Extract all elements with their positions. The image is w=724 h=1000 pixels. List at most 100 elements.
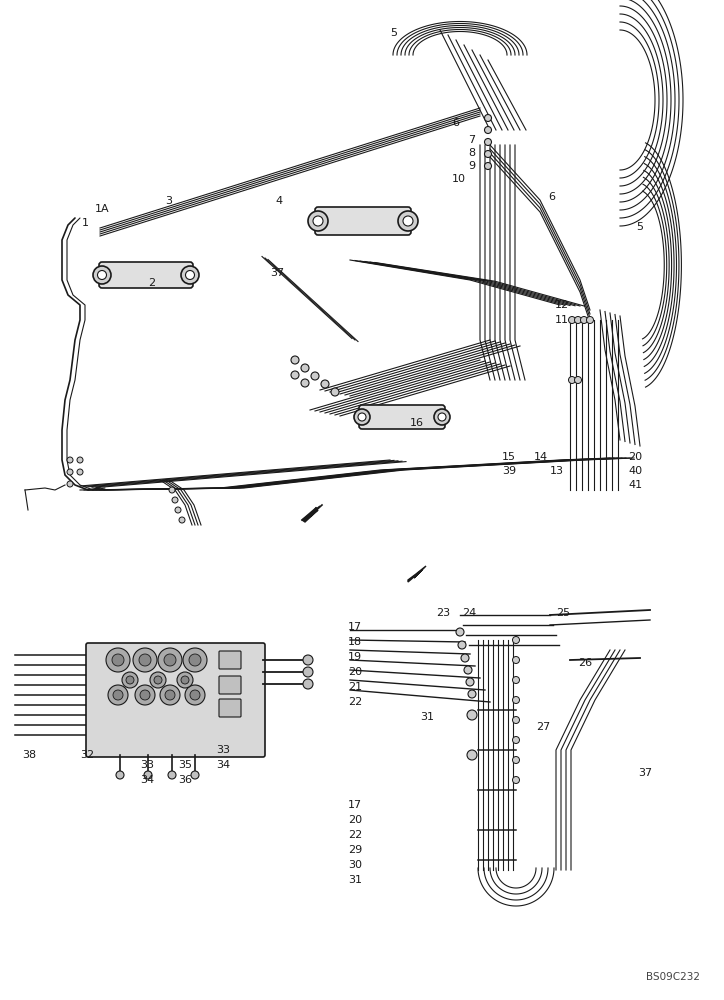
Circle shape [513,637,520,644]
FancyBboxPatch shape [99,262,193,288]
Circle shape [113,690,123,700]
Text: 5: 5 [390,28,397,38]
Circle shape [466,678,474,686]
Circle shape [98,270,106,279]
Text: 17: 17 [348,800,362,810]
Circle shape [175,507,181,513]
Circle shape [331,388,339,396]
Circle shape [291,356,299,364]
Circle shape [301,379,309,387]
Circle shape [139,654,151,666]
Circle shape [77,469,83,475]
FancyBboxPatch shape [315,207,411,235]
Text: 1A: 1A [95,204,109,214]
Text: 20: 20 [348,815,362,825]
Circle shape [575,316,581,324]
Text: 33: 33 [140,760,154,770]
Circle shape [358,413,366,421]
Circle shape [291,371,299,379]
Text: 6: 6 [452,118,459,128]
Circle shape [313,216,323,226]
Circle shape [568,376,576,383]
Circle shape [513,776,520,784]
Text: 8: 8 [468,148,475,158]
FancyBboxPatch shape [359,405,445,429]
Circle shape [168,771,176,779]
Circle shape [311,372,319,380]
Text: 41: 41 [628,480,642,490]
Text: 23: 23 [436,608,450,618]
Circle shape [169,487,175,493]
FancyBboxPatch shape [219,651,241,669]
Circle shape [434,409,450,425]
Circle shape [303,655,313,665]
Text: 30: 30 [348,860,362,870]
Text: 20: 20 [348,667,362,677]
Circle shape [303,679,313,689]
Circle shape [126,676,134,684]
Circle shape [354,409,370,425]
Circle shape [135,685,155,705]
Text: 10: 10 [452,174,466,184]
Text: 24: 24 [462,608,476,618]
Text: BS09C232: BS09C232 [646,972,700,982]
Circle shape [568,316,576,324]
Polygon shape [302,506,320,522]
Circle shape [181,266,199,284]
Circle shape [456,628,464,636]
Text: 26: 26 [578,658,592,668]
FancyBboxPatch shape [219,676,241,694]
Text: 36: 36 [178,775,192,785]
FancyBboxPatch shape [86,643,265,757]
Circle shape [581,316,587,324]
Text: 5: 5 [636,222,643,232]
Circle shape [93,266,111,284]
Circle shape [191,771,199,779]
Circle shape [140,690,150,700]
Circle shape [183,648,207,672]
Circle shape [158,648,182,672]
Circle shape [108,685,128,705]
Circle shape [67,469,73,475]
Circle shape [67,481,73,487]
Circle shape [464,666,472,674]
Text: 6: 6 [548,192,555,202]
Circle shape [513,676,520,684]
Circle shape [164,654,176,666]
Circle shape [575,376,581,383]
Text: 34: 34 [216,760,230,770]
Circle shape [154,676,162,684]
Circle shape [67,457,73,463]
Text: 11: 11 [555,315,569,325]
Text: 21: 21 [348,682,362,692]
Text: 37: 37 [638,768,652,778]
Circle shape [77,457,83,463]
Circle shape [513,696,520,704]
Text: 31: 31 [348,875,362,885]
Text: 27: 27 [536,722,550,732]
Text: 35: 35 [178,760,192,770]
Text: 18: 18 [348,637,362,647]
Text: 22: 22 [348,697,362,707]
Text: 38: 38 [22,750,36,760]
Circle shape [467,750,477,760]
Text: 19: 19 [348,652,362,662]
Text: 14: 14 [534,452,548,462]
Text: 33: 33 [216,745,230,755]
Text: 31: 31 [420,712,434,722]
Circle shape [190,690,200,700]
Circle shape [301,364,309,372]
Text: 12: 12 [555,300,569,310]
Circle shape [308,211,328,231]
Text: 7: 7 [468,135,475,145]
Text: 40: 40 [628,466,642,476]
Text: 9: 9 [468,161,475,171]
Circle shape [461,654,469,662]
Circle shape [468,690,476,698]
Circle shape [484,138,492,145]
Circle shape [513,756,520,764]
Circle shape [150,672,166,688]
Text: 25: 25 [556,608,570,618]
Circle shape [185,270,195,279]
Circle shape [467,710,477,720]
